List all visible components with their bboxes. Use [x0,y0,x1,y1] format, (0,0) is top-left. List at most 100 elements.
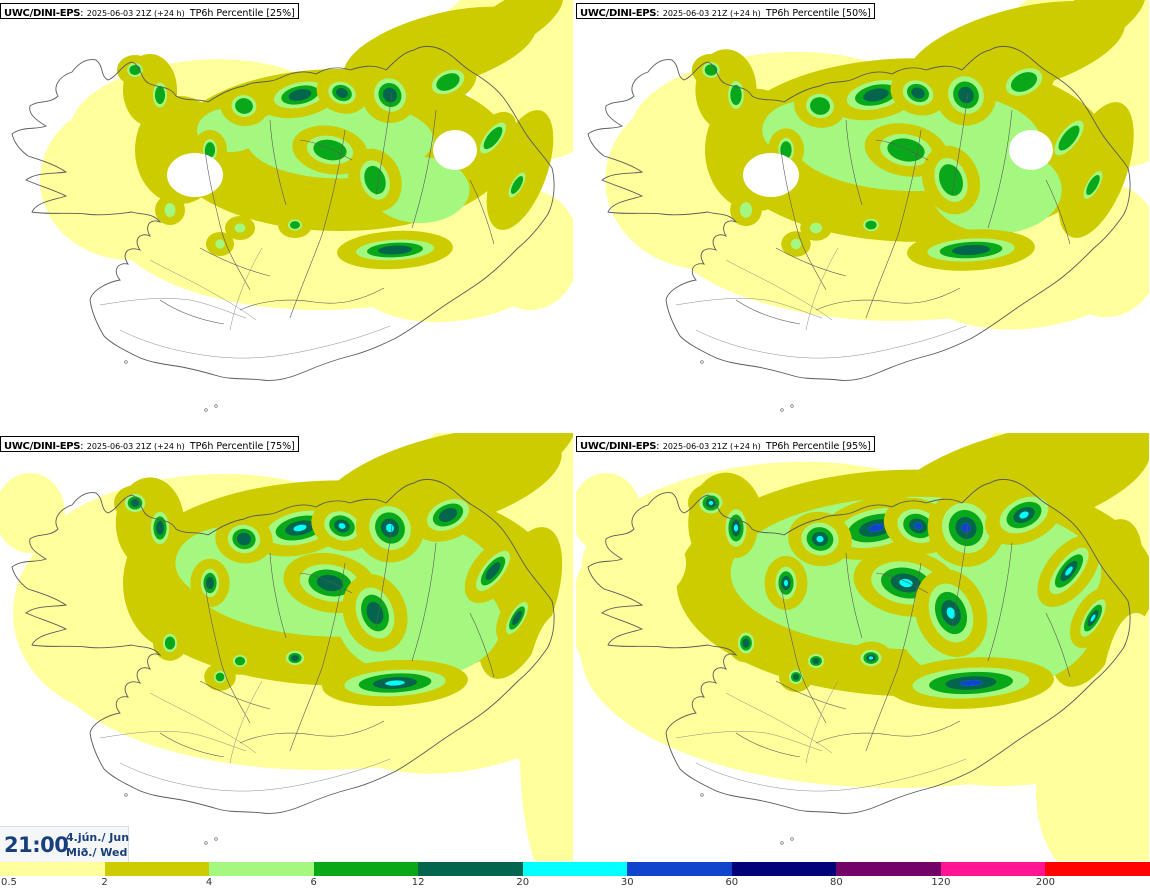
model-name: UWC/DINI-EPS [4,441,81,452]
precip-area [0,473,65,553]
legend-tick-label: 20 [516,877,530,888]
precip-cell [164,636,176,650]
precip-cell [512,610,522,626]
precip-cell [1010,72,1038,92]
precip-cell [1090,614,1096,622]
boundary-line [951,91,969,196]
island [204,841,208,845]
boundary-line [299,139,353,161]
precip-cell [378,245,412,255]
precip-cell [215,239,225,249]
precip-cell [293,524,307,532]
boundary-line [775,247,847,277]
precip-cell [234,656,246,666]
precip-cell [383,87,397,103]
legend-tick-label: 12 [411,877,425,888]
boundary-line [845,552,863,639]
legend-swatch [1045,862,1150,876]
precip-cell [234,223,246,233]
island [780,408,784,412]
boundary-line [780,582,827,724]
boundary-line [951,524,969,629]
valid-weekday: Mið./ Wed [66,846,128,859]
road-line [119,758,391,792]
road-line [675,298,823,319]
legend-tick-label: 2 [101,877,108,888]
precip-cell [336,88,348,98]
precip-cell [868,524,884,532]
precip-cell [385,680,405,686]
legend-tick-label: 80 [829,877,843,888]
boundary-line [204,582,251,724]
valid-date: 4.jún./ Jun [66,831,130,844]
precip-cell [812,657,820,665]
island [780,841,784,845]
legend-tick-label: 4 [205,877,213,888]
boundary-line [269,552,287,639]
model-name: UWC/DINI-EPS [580,8,657,19]
road-line [229,680,263,764]
boundary-line [875,139,929,161]
road-line [675,731,823,752]
precip-cell [483,126,503,150]
boundary-line [1045,179,1071,245]
island [790,404,794,408]
island [204,408,208,412]
precip-area [1023,433,1149,500]
variable-label: TP6h Percentile [95%] [765,441,871,452]
boundary-line [987,542,1013,662]
boundary-line [199,680,271,710]
precip-cell [961,523,971,533]
variable-label: TP6h Percentile [75%] [189,441,295,452]
precip-cell [436,73,460,91]
precip-cell [236,532,252,546]
precip-field [605,0,1149,330]
road-line [725,692,833,754]
boundary-line [865,129,922,319]
island [124,360,128,364]
dry-area [743,153,799,197]
map-panel-p25: UWC/DINI-EPS: 2025-06-03 21Z (+24 h) TP6… [0,0,573,428]
boundary-line [987,109,1013,229]
precip-cell [130,499,140,507]
precip-cell [1019,511,1029,519]
precip-area [520,613,573,861]
precip-cell [783,579,789,587]
precip-cell [914,522,922,530]
legend-tick-label: 30 [620,877,634,888]
precip-cell [215,672,225,682]
legend-tick-label: 200 [1035,877,1055,888]
precip-cell [946,607,956,619]
precip-cell [887,138,925,162]
precip-cell [129,64,141,76]
precip-cell [313,139,347,161]
precip-cell [730,84,742,106]
precip-map-p50 [587,0,1149,412]
road-line [149,259,257,321]
boundary-line [239,720,385,744]
boundary-line [204,149,251,291]
precip-cell [865,220,877,230]
precip-cell [291,654,299,662]
boundary-line [815,287,961,311]
coastline [587,45,1131,381]
legend-tick-label: 0.5 [1,877,17,888]
island [700,793,704,797]
boundary-line [815,720,961,744]
precip-cell [780,141,792,159]
precip-field [0,433,573,861]
precip-cell [939,164,963,196]
precip-cell [288,89,312,101]
dry-area [1009,130,1053,170]
precip-cell [338,523,346,529]
road-line [695,325,967,359]
boundary-line [239,287,385,311]
precip-cell [708,500,714,506]
precip-cell [790,238,802,250]
precip-cell [164,202,176,218]
precip-cell [1086,174,1100,196]
precip-area [586,523,686,603]
legend-swatch [0,862,106,876]
model-name: UWC/DINI-EPS [4,8,81,19]
variable-label: TP6h Percentile [25%] [189,8,295,19]
